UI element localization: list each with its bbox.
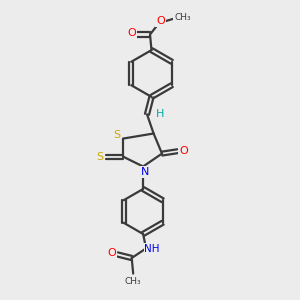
Text: O: O bbox=[156, 16, 165, 26]
Text: O: O bbox=[179, 146, 188, 156]
Text: CH₃: CH₃ bbox=[125, 277, 142, 286]
Text: NH: NH bbox=[144, 244, 160, 254]
Text: O: O bbox=[128, 28, 136, 38]
Text: S: S bbox=[96, 152, 103, 162]
Text: CH₃: CH₃ bbox=[174, 14, 191, 22]
Text: S: S bbox=[113, 130, 121, 140]
Text: N: N bbox=[140, 167, 149, 177]
Text: H: H bbox=[155, 109, 164, 119]
Text: O: O bbox=[107, 248, 116, 258]
